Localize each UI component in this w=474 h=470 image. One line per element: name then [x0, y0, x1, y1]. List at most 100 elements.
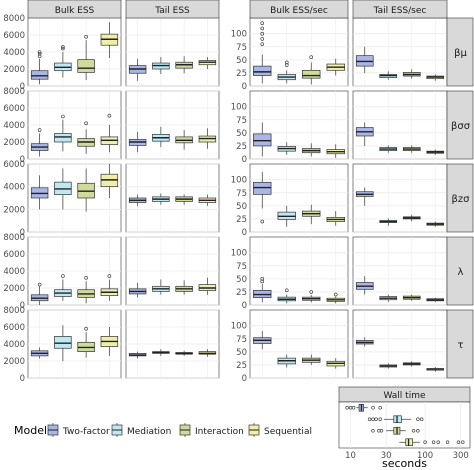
ess-per-sec-panel: [352, 309, 448, 379]
ess-per-sec-ytick-label: 100: [231, 176, 247, 186]
ess-per-sec-ytick-label: 25: [236, 215, 247, 225]
wall-time-outlier: [367, 417, 372, 421]
ess-panel: [27, 90, 122, 160]
ess-per-sec-outlier: [260, 31, 265, 36]
wall-time-xtick-label: 30: [381, 451, 392, 461]
column-strip-label: Tail ESS: [154, 6, 190, 16]
ess-box-two-factor-box: [30, 70, 49, 80]
ess-per-sec-panel: [249, 236, 349, 306]
ess-outlier: [84, 34, 88, 39]
ess-per-sec-panel: [249, 163, 349, 233]
ess-ytick-label: 8000: [3, 233, 25, 243]
ess-outlier: [84, 121, 88, 126]
ess-per-sec-ytick-label: 75: [236, 43, 247, 53]
wall-time-outlier: [379, 429, 384, 433]
ess-per-sec-ytick-label: 50: [236, 348, 247, 358]
wall-time-outlier: [345, 406, 349, 410]
ess-ytick-label: 0: [20, 301, 25, 311]
ess-panel: [27, 309, 122, 379]
ess-panel: [27, 163, 122, 233]
ess-ytick-label: 0: [20, 374, 25, 384]
ess-per-sec-panel-bg: [352, 236, 448, 306]
ess-outlier: [61, 45, 65, 49]
ess-outlier: [84, 326, 88, 331]
ess-per-sec-ytick-label: 75: [236, 189, 247, 199]
ess-ytick-label: 8000: [3, 14, 25, 24]
wall-time-outlier: [461, 440, 465, 444]
ess-per-sec-outlier: [260, 277, 265, 281]
wall-time-xtick-label: 100: [417, 451, 433, 461]
ess-per-sec-outlier: [260, 219, 265, 224]
ess-ytick-label: 4000: [3, 267, 25, 277]
ess-per-sec-ytick-label: 75: [236, 116, 247, 126]
ess-ytick-label: 8000: [3, 306, 25, 316]
ess-per-sec-ytick-label: 100: [231, 249, 247, 259]
ess-per-sec-ytick-label: 0: [242, 155, 247, 165]
wall-time-outlier: [431, 440, 436, 444]
ess-ytick-label: 6000: [3, 104, 25, 114]
column-strip: [352, 0, 448, 19]
ess-per-sec-ytick-label: 25: [236, 288, 247, 298]
ess-outlier: [107, 113, 112, 118]
ess-ytick-label: 0: [20, 155, 25, 165]
ess-box-mediation-box: [54, 336, 72, 349]
ess-per-sec-ytick-label: 75: [236, 262, 247, 272]
ess-outlier: [37, 51, 42, 56]
wall-time-xtick-label: 300: [453, 451, 469, 461]
ess-outlier: [84, 275, 88, 280]
ess-ytick-label: 0: [20, 228, 25, 238]
ess-ytick-label: 4000: [3, 340, 25, 350]
wall-time-outlier: [411, 429, 416, 433]
ess-per-sec-outlier: [284, 60, 289, 65]
ess-ytick-label: 8000: [3, 87, 25, 97]
legend-item-sequential: Sequential: [248, 423, 312, 437]
ess-per-sec-box-two-factor-box: [253, 181, 272, 195]
ess-per-sec-panel: [249, 309, 349, 379]
ess-panel: [27, 17, 122, 87]
ess-per-sec-outlier: [260, 26, 265, 31]
row-strip-label: τ: [457, 340, 463, 351]
column-strip: [249, 0, 349, 19]
row-strip: [446, 309, 474, 379]
ess-per-sec-box-two-factor-box: [253, 65, 272, 76]
legend-label: Mediation: [127, 427, 171, 437]
ess-ytick-label: 2000: [3, 205, 25, 215]
wall-time-outlier: [445, 440, 450, 444]
ess-panel: [125, 236, 220, 306]
ess-panel: [125, 309, 220, 379]
ess-per-sec-panel-bg: [352, 17, 448, 87]
ess-per-sec-panel-bg: [249, 309, 349, 379]
ess-per-sec-ytick-label: 0: [242, 301, 247, 311]
ess-per-sec-ytick-label: 0: [242, 374, 247, 384]
wall-time-outlier: [374, 417, 378, 421]
ess-ytick-label: 6000: [3, 31, 25, 41]
ess-per-sec-box-interaction-box: [302, 69, 321, 79]
legend-item-interaction: Interaction: [179, 423, 244, 437]
ess-per-sec-ytick-label: 100: [231, 30, 247, 40]
ess-outlier: [37, 54, 42, 59]
row-strip-label: βμ: [454, 48, 467, 59]
row-strip: [446, 163, 474, 233]
ess-ytick-label: 4000: [3, 121, 25, 131]
ess-per-sec-outlier: [260, 21, 265, 26]
legend-items: Two-factor Mediation Interaction Sequential: [47, 423, 312, 437]
wall-time-xtick-label: 10: [345, 451, 356, 461]
ess-outlier: [37, 50, 42, 54]
wall-time-outlier: [456, 440, 461, 444]
wall-time-outlier: [419, 417, 424, 421]
row-strip-label: βσσ: [451, 121, 471, 132]
ess-per-sec-ytick-label: 25: [236, 69, 247, 79]
column-strip: [27, 0, 122, 19]
ess-ytick-label: 2000: [3, 65, 25, 75]
column-strip-label: Tail ESS/sec: [373, 6, 427, 16]
ess-ytick-label: 0: [20, 82, 25, 92]
ess-outlier: [61, 46, 65, 51]
ess-per-sec-panel: [352, 236, 448, 306]
ess-per-sec-ytick-label: 25: [236, 361, 247, 371]
wall-time-outlier: [416, 429, 420, 433]
ess-panel: [27, 236, 122, 306]
wall-time-panel: [338, 401, 471, 449]
ess-per-sec-ytick-label: 25: [236, 142, 247, 152]
legend-label: Interaction: [195, 427, 244, 437]
ess-per-sec-panel-bg: [352, 90, 448, 160]
